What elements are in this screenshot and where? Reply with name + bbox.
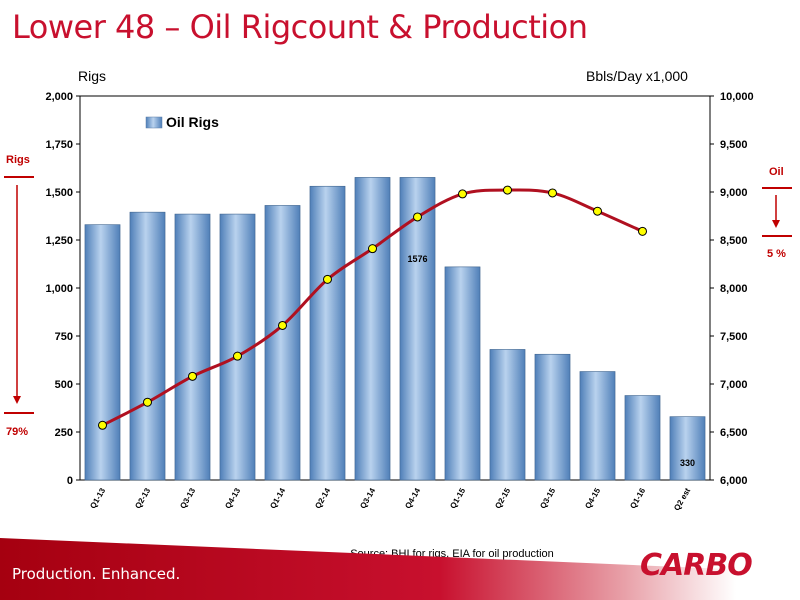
category-label: Q1-15: [448, 486, 467, 510]
rig-bar: [624, 395, 661, 481]
left-axis-unit: Rigs: [78, 68, 107, 84]
rig-bar: [534, 353, 571, 481]
category-label: Q2 est: [672, 486, 692, 512]
rig-bar: [399, 177, 436, 481]
production-marker: [278, 320, 287, 330]
rig-bar: [84, 224, 121, 481]
rigs-arrow: [4, 176, 34, 414]
category-label: Q4-14: [403, 486, 422, 510]
production-marker: [323, 274, 332, 284]
right-tick-label: 7,000: [720, 379, 748, 391]
oil-change-label: Oil: [769, 166, 784, 178]
category-label: Q3-13: [178, 486, 197, 510]
right-tick-label: 8,000: [720, 283, 748, 295]
production-marker: [503, 185, 512, 195]
rig-bar: [264, 205, 301, 481]
rig-bar: [309, 185, 346, 481]
legend-label: Oil Rigs: [166, 114, 219, 130]
left-axis: 0 250 500 750 1,000 1,250 1,500 1,750 2,000: [45, 91, 80, 487]
right-tick-label: 6,500: [720, 427, 748, 439]
right-tick-label: 7,500: [720, 331, 748, 343]
left-tick-label: 1,500: [45, 187, 73, 199]
oil-change-value: 5 %: [767, 248, 786, 260]
production-marker: [458, 189, 467, 199]
left-tick-label: 250: [55, 427, 73, 439]
footer-tagline: Production. Enhanced.: [12, 565, 181, 583]
production-marker: [593, 206, 602, 216]
rigs-change-value: 79%: [6, 426, 29, 438]
left-tick-label: 1,750: [45, 139, 73, 151]
production-marker: [233, 351, 242, 361]
production-marker: [143, 397, 152, 407]
category-label: Q4-15: [583, 486, 602, 510]
rig-bar: [579, 371, 616, 481]
right-axis-unit: Bbls/Day x1,000: [586, 68, 688, 84]
plot-area: [79, 95, 711, 481]
category-label: Q2-15: [493, 486, 512, 510]
category-label: Q1-16: [628, 486, 647, 510]
category-label: Q4-13: [223, 486, 242, 510]
carbo-logo: CARBO: [640, 548, 753, 583]
left-tick-label: 0: [67, 475, 73, 487]
right-axis: 6,000 6,500 7,000 7,500 8,000 8,500 9,000 9,500…: [710, 91, 754, 487]
right-tick-label: 9,500: [720, 139, 748, 151]
rig-bar: [669, 416, 706, 481]
rig-bar: [444, 266, 481, 481]
rig-bar: [129, 211, 166, 481]
legend: Oil Rigs: [145, 114, 219, 130]
right-tick-label: 8,500: [720, 235, 748, 247]
production-marker: [413, 212, 422, 222]
left-tick-label: 1,000: [45, 283, 73, 295]
category-label: Q2-13: [133, 486, 152, 510]
category-label: Q3-14: [358, 486, 377, 510]
left-tick-label: 1,250: [45, 235, 73, 247]
category-label: Q2-14: [313, 486, 332, 510]
bar-series: 1576 330: [84, 177, 706, 481]
category-label: Q3-15: [538, 486, 557, 510]
right-tick-label: 6,000: [720, 475, 748, 487]
legend-swatch: [145, 116, 163, 129]
left-tick-label: 2,000: [45, 91, 73, 103]
production-marker: [188, 371, 197, 381]
right-tick-label: 9,000: [720, 187, 748, 199]
category-label: Q1-13: [88, 486, 107, 510]
rig-bar: [219, 213, 256, 481]
category-axis: Q1-13 Q2-13 Q3-13 Q4-13 Q1-14 Q2-14 Q3-14 Q4-14…: [88, 486, 692, 512]
slide-title: Lower 48 – Oil Rigcount & Production: [12, 8, 588, 46]
production-marker: [548, 188, 557, 198]
rig-bar: [354, 177, 391, 481]
bar-data-label: 1576: [407, 254, 427, 264]
rigs-change-label: Rigs: [6, 154, 30, 166]
rig-bar: [489, 349, 526, 481]
left-tick-label: 750: [55, 331, 73, 343]
oil-arrow: [762, 187, 792, 237]
production-marker: [98, 420, 107, 430]
line-series: [98, 185, 647, 430]
production-marker: [638, 226, 647, 236]
right-tick-label: 10,000: [720, 91, 754, 103]
bar-data-label: 330: [680, 458, 695, 468]
category-label: Q1-14: [268, 486, 287, 510]
rig-bar: [174, 213, 211, 481]
production-marker: [368, 244, 377, 254]
left-tick-label: 500: [55, 379, 73, 391]
